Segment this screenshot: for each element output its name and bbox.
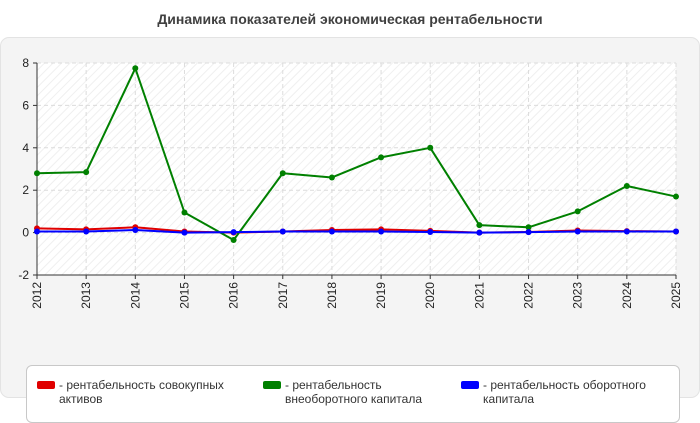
data-point-series-3 <box>574 228 581 235</box>
legend: - рентабельность совокупных активов - рен… <box>26 365 680 423</box>
data-point-series-2 <box>83 169 90 176</box>
chart-panel: -2 0 2 4 6 8 2012 2013 2014 2015 2016 2017 2018 2019 2… <box>0 37 700 423</box>
legend-label: - рентабельность совокупных активов <box>59 378 224 406</box>
line-chart: -2 0 2 4 6 8 2012 2013 2014 2015 2016 2017 2018 2019 2… <box>18 56 683 309</box>
data-point-series-2 <box>427 144 434 151</box>
data-point-series-3 <box>623 228 630 235</box>
data-point-series-2 <box>476 222 483 229</box>
data-point-series-2 <box>279 170 286 177</box>
data-point-series-3 <box>34 228 40 235</box>
data-point-series-2 <box>132 65 139 72</box>
series-line-3 <box>37 229 676 234</box>
series-line-2 <box>36 67 677 242</box>
data-point-series-3 <box>378 228 385 235</box>
data-point-series-3 <box>181 229 188 236</box>
data-point-series-3 <box>328 228 335 235</box>
y-tick-label: 4 <box>22 141 29 155</box>
y-tick-label: 0 <box>22 226 29 240</box>
x-tick-label: 2022 <box>522 282 536 309</box>
x-tick-label: 2021 <box>472 282 486 309</box>
x-tick-label: 2019 <box>374 282 388 309</box>
plot-area <box>37 63 676 275</box>
data-point-series-3 <box>427 228 434 235</box>
x-tick-label: 2015 <box>177 282 191 309</box>
x-tick-label: 2013 <box>79 282 93 309</box>
legend-label: - рентабельность внеоборотного капитала <box>285 378 422 406</box>
data-point-series-3 <box>230 229 237 236</box>
chart-title: Динамика показателей экономическая рента… <box>157 11 543 27</box>
data-point-series-2 <box>328 174 335 181</box>
x-tick-label: 2024 <box>620 282 634 309</box>
legend-swatch <box>263 381 281 389</box>
data-point-series-3 <box>673 228 679 235</box>
y-tick-label: 2 <box>22 183 29 197</box>
data-point-series-3 <box>83 228 90 235</box>
data-point-series-2 <box>181 209 188 216</box>
data-point-series-2 <box>574 208 581 215</box>
data-point-series-3 <box>525 229 532 236</box>
x-tick-label: 2016 <box>227 282 241 309</box>
y-tick-label: -2 <box>18 268 29 282</box>
legend-label: - рентабельность оборотного капитала <box>483 378 646 406</box>
data-point-series-2 <box>623 182 630 189</box>
x-tick-label: 2020 <box>423 282 437 309</box>
y-tick-label: 6 <box>22 98 29 112</box>
y-tick-label: 8 <box>22 56 29 70</box>
data-point-series-3 <box>279 228 286 235</box>
x-tick-label: 2017 <box>276 282 290 309</box>
x-tick-label: 2012 <box>30 282 44 309</box>
data-point-series-2 <box>673 193 679 200</box>
data-point-series-2 <box>34 170 40 177</box>
data-point-series-3 <box>476 229 483 236</box>
x-tick-label: 2014 <box>128 282 142 309</box>
x-tick-label: 2025 <box>669 282 683 309</box>
x-tick-label: 2023 <box>571 282 585 309</box>
legend-swatch <box>37 381 55 389</box>
data-point-series-3 <box>132 227 139 234</box>
data-point-series-2 <box>378 154 385 161</box>
data-point-series-2 <box>230 237 237 244</box>
legend-swatch <box>461 381 479 389</box>
data-point-series-2 <box>525 224 532 231</box>
x-tick-label: 2018 <box>325 282 339 309</box>
